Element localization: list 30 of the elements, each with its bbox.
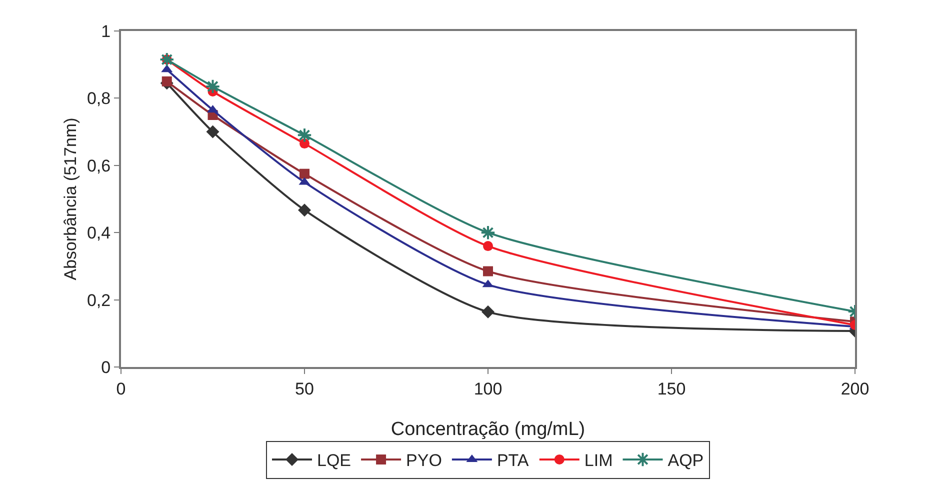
- point: [483, 241, 493, 252]
- point: [205, 78, 220, 94]
- point: [298, 204, 311, 217]
- point: [296, 128, 312, 143]
- y-axis-title: Absorbância (517nm): [61, 118, 80, 280]
- point: [159, 52, 174, 68]
- y-tick-label: 0,6: [86, 156, 111, 176]
- y-tick-label: 0: [101, 358, 111, 377]
- x-tick-label: 150: [657, 379, 686, 398]
- legend-label: PYO: [406, 451, 442, 470]
- legend-label: LQE: [317, 451, 352, 470]
- y-tick-label: 0,8: [86, 89, 111, 108]
- legend-label: AQP: [668, 451, 704, 470]
- x-tick-label: 0: [116, 379, 126, 398]
- point: [300, 138, 310, 149]
- point: [162, 76, 172, 86]
- y-tick-label: 0,2: [86, 290, 111, 310]
- point: [480, 225, 496, 240]
- y-tick-label: 0,4: [86, 224, 111, 243]
- legend-label: PTA: [496, 451, 530, 470]
- y-tick-label: 1: [101, 22, 111, 41]
- point: [206, 125, 220, 138]
- point: [300, 168, 310, 179]
- point: [482, 305, 494, 318]
- x-tick-label: 100: [474, 379, 502, 398]
- x-tick-label: 200: [840, 379, 870, 398]
- x-axis-title: Concentração (mg/mL): [390, 419, 586, 440]
- legend-label: LIM: [584, 451, 613, 470]
- x-tick-label: 50: [295, 379, 314, 398]
- point: [483, 266, 493, 276]
